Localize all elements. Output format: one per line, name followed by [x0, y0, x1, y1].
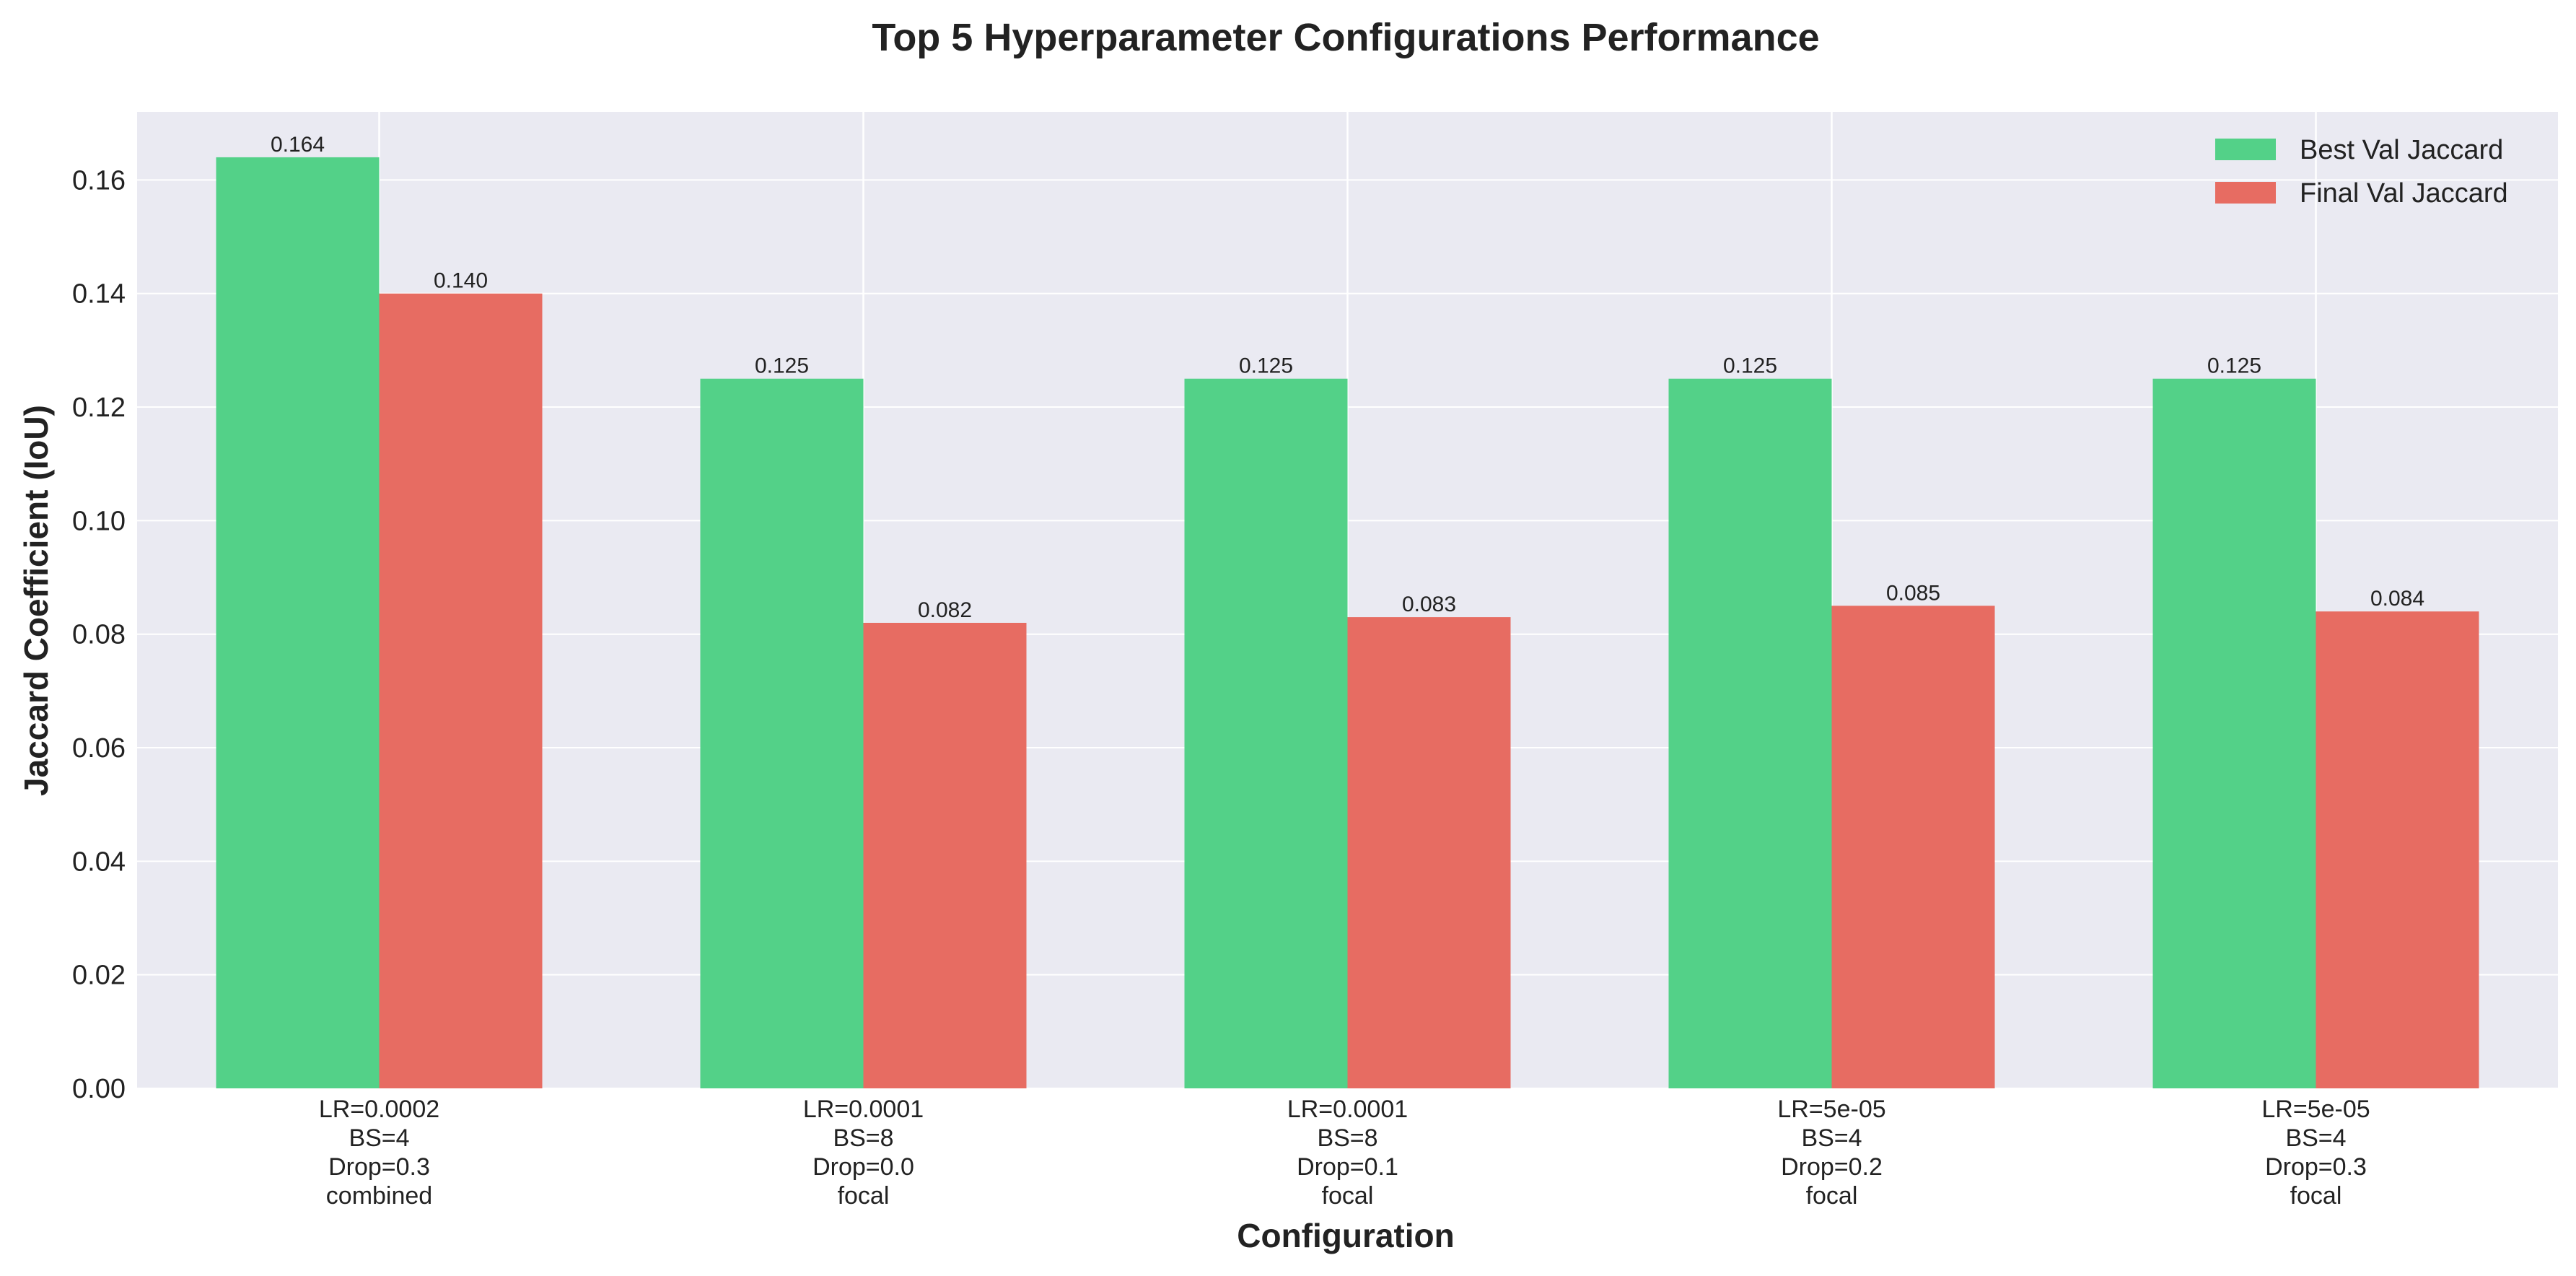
x-tick-label: LR=5e-05	[2261, 1096, 2370, 1123]
x-tick-label: LR=5e-05	[1777, 1096, 1885, 1123]
bar-best-val-jaccard	[1668, 378, 1832, 1088]
x-tick-label: BS=4	[349, 1124, 409, 1152]
bar-final-val-jaccard	[1347, 617, 1511, 1088]
data-label: 0.125	[2207, 354, 2261, 378]
y-tick-label: 0.06	[72, 733, 126, 764]
bar-best-val-jaccard	[700, 378, 864, 1088]
y-tick-label: 0.14	[72, 279, 126, 310]
legend-label: Best Val Jaccard	[2300, 135, 2503, 165]
data-label: 0.085	[1886, 581, 1940, 605]
data-label: 0.084	[2370, 587, 2424, 611]
y-tick-label: 0.00	[72, 1074, 126, 1104]
bar-best-val-jaccard	[1184, 378, 1348, 1088]
x-tick-label: BS=8	[833, 1124, 893, 1152]
x-tick-label: focal	[838, 1182, 890, 1210]
x-tick-label: BS=4	[2285, 1124, 2346, 1152]
y-tick-label: 0.08	[72, 620, 126, 650]
data-label: 0.164	[271, 133, 325, 157]
bar-final-val-jaccard	[2316, 611, 2479, 1088]
bar-final-val-jaccard	[863, 622, 1027, 1088]
y-tick-label: 0.12	[72, 393, 126, 423]
x-tick-label: combined	[326, 1182, 432, 1210]
y-tick-label: 0.10	[72, 506, 126, 536]
bar-best-val-jaccard	[216, 157, 380, 1089]
y-tick-label: 0.02	[72, 961, 126, 991]
plot-area: 0.00 0.02 0.04 0.06 0.08 0.10 0.12 0.14 0.16 0.16…	[72, 112, 2558, 1210]
legend-swatch	[2215, 182, 2276, 204]
y-tick-label: 0.04	[72, 847, 126, 877]
x-tick-label: LR=0.0001	[803, 1096, 924, 1123]
chart-title: Top 5 Hyperparameter Configurations Perf…	[872, 16, 1819, 59]
x-tick-label: Drop=0.0	[812, 1153, 914, 1181]
data-label: 0.125	[1723, 354, 1777, 378]
x-tick-label: Drop=0.3	[328, 1153, 430, 1181]
bar-final-val-jaccard	[1831, 606, 1995, 1088]
data-label: 0.083	[1402, 593, 1456, 616]
x-tick-label: BS=8	[1317, 1124, 1377, 1152]
x-tick-label: LR=0.0002	[319, 1096, 439, 1123]
x-tick-label: LR=0.0001	[1287, 1096, 1408, 1123]
legend-swatch	[2215, 139, 2276, 160]
legend: Best Val Jaccard Final Val Jaccard	[2215, 135, 2508, 209]
legend-label: Final Val Jaccard	[2300, 178, 2508, 209]
x-tick-label: BS=4	[1801, 1124, 1862, 1152]
x-tick-label: Drop=0.1	[1297, 1153, 1398, 1181]
y-axis-label: Jaccard Coefficient (IoU)	[17, 405, 55, 796]
x-axis-label: Configuration	[1237, 1217, 1455, 1254]
data-label: 0.125	[755, 354, 809, 378]
x-tick-label: focal	[1806, 1182, 1858, 1210]
x-tick-label: focal	[2290, 1182, 2342, 1210]
data-label: 0.125	[1239, 354, 1293, 378]
x-tick-label: Drop=0.2	[1781, 1153, 1883, 1181]
bar-final-val-jaccard	[379, 293, 543, 1088]
data-label: 0.140	[434, 269, 488, 293]
bar-best-val-jaccard	[2152, 378, 2316, 1088]
x-tick-label: Drop=0.3	[2265, 1153, 2367, 1181]
data-label: 0.082	[918, 598, 972, 622]
y-tick-label: 0.16	[72, 165, 126, 196]
x-tick-label: focal	[1322, 1182, 1374, 1210]
